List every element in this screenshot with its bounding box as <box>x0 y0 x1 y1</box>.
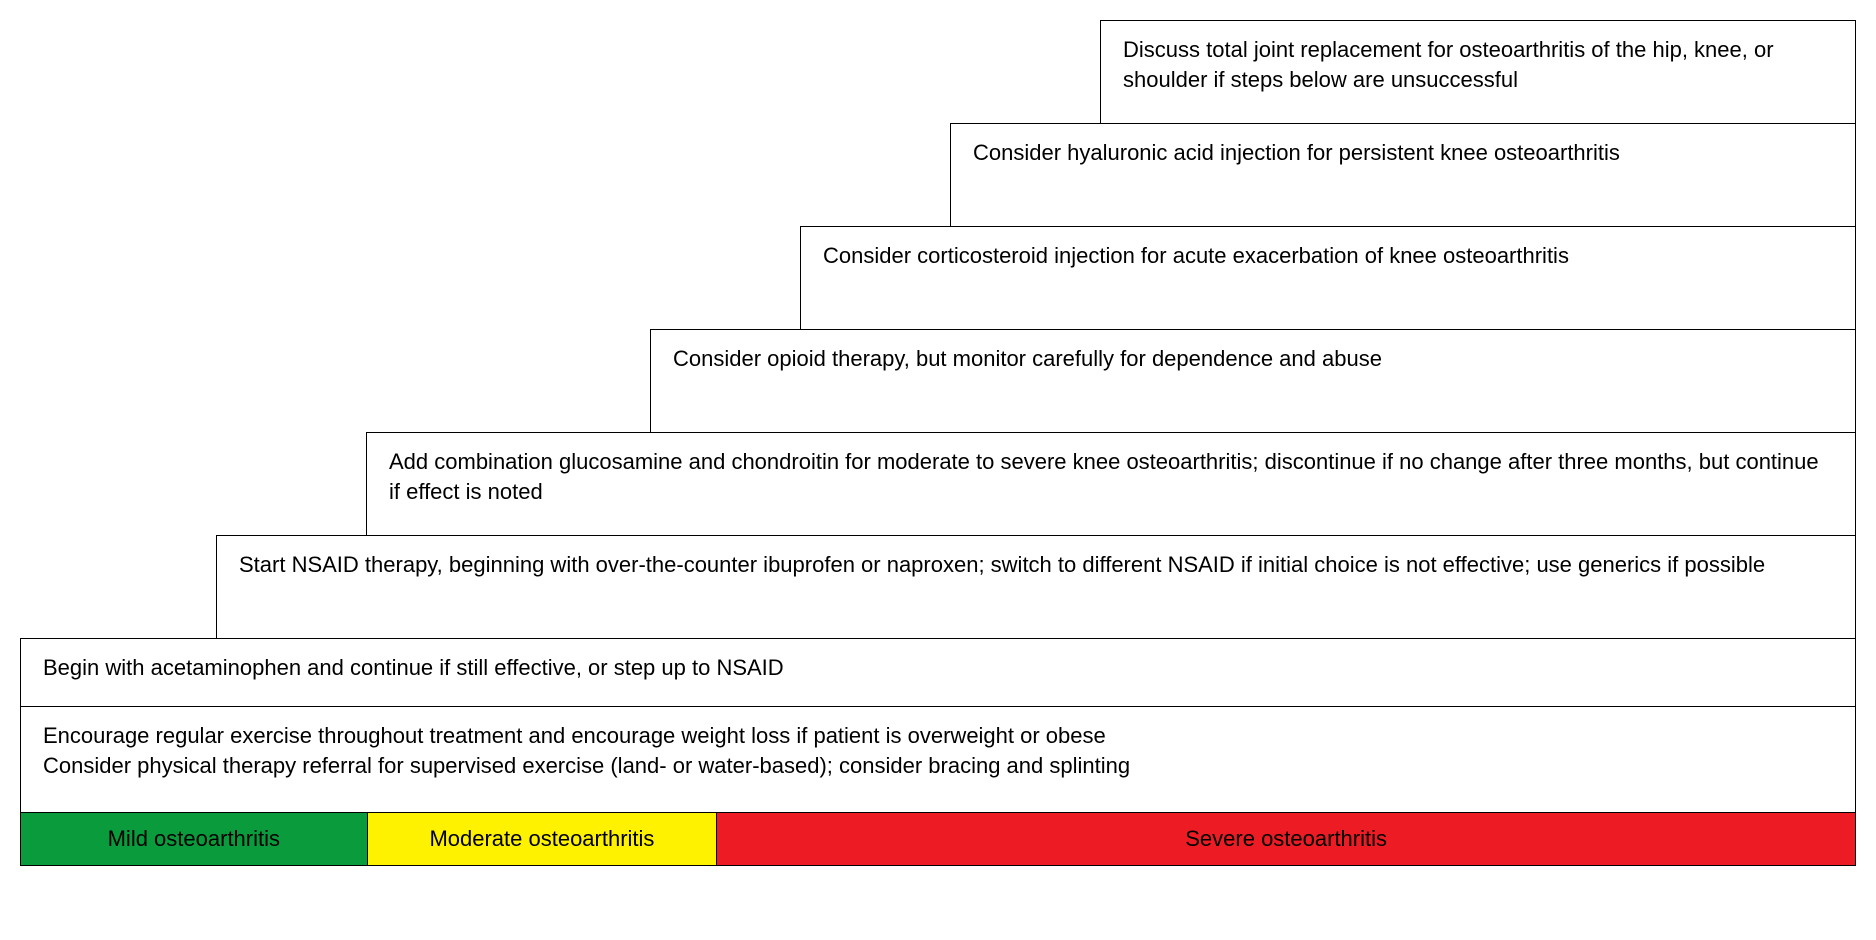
treatment-stair-step-diagram: Discuss total joint replacement for oste… <box>20 20 1856 920</box>
step-3-nsaid: Start NSAID therapy, beginning with over… <box>216 535 1856 640</box>
severity-moderate: Moderate osteoarthritis <box>367 813 717 865</box>
step-8-joint-replacement: Discuss total joint replacement for oste… <box>1100 20 1856 125</box>
step-6-corticosteroid: Consider corticosteroid injection for ac… <box>800 226 1856 331</box>
step-4-glucosamine-chondroitin: Add combination glucosamine and chondroi… <box>366 432 1856 537</box>
severity-bar: Mild osteoarthritis Moderate osteoarthri… <box>20 812 1856 866</box>
step-2-acetaminophen: Begin with acetaminophen and continue if… <box>20 638 1856 708</box>
severity-mild: Mild osteoarthritis <box>21 813 367 865</box>
step-7-hyaluronic-acid: Consider hyaluronic acid injection for p… <box>950 123 1856 228</box>
step-1-lifestyle: Encourage regular exercise throughout tr… <box>20 706 1856 814</box>
severity-severe: Severe osteoarthritis <box>716 813 1855 865</box>
step-5-opioid: Consider opioid therapy, but monitor car… <box>650 329 1856 434</box>
